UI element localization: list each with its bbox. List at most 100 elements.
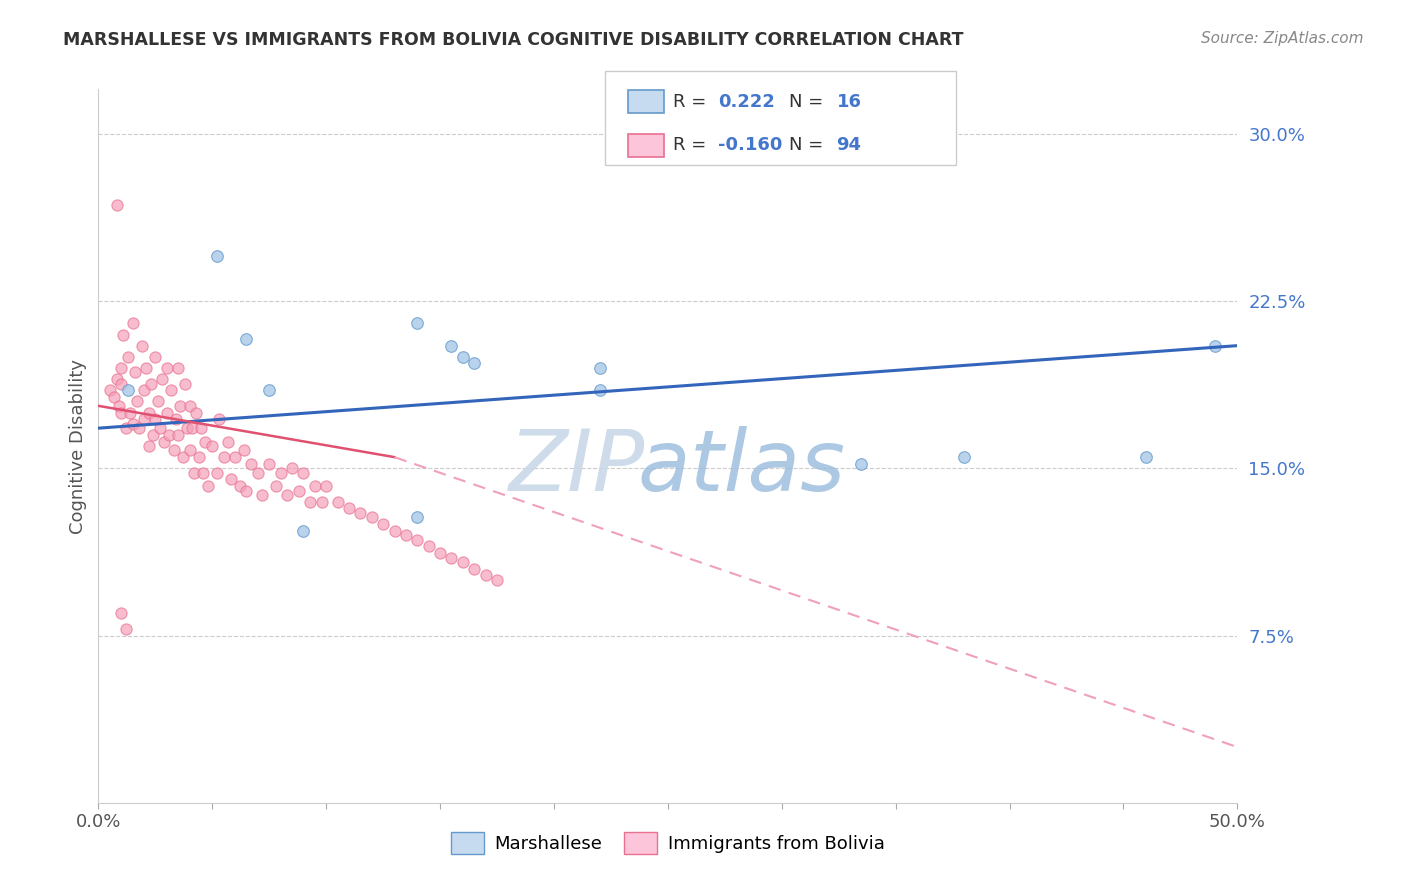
Point [179,443,201,458]
Point [112,327,135,342]
Point [224,450,246,464]
Point [150,372,173,386]
Point [288,483,311,498]
Text: Source: ZipAtlas.com: Source: ZipAtlas.com [1201,31,1364,46]
Point [121,316,143,330]
Text: atlas: atlas [638,425,846,509]
Point [406,510,429,524]
Point [474,568,496,582]
Point [145,412,167,426]
Point [138,439,160,453]
Point [110,376,132,391]
Text: 94: 94 [837,136,862,154]
Point [179,399,201,413]
Point [252,488,274,502]
Point [174,376,197,391]
Point [418,539,440,553]
Point [132,412,155,426]
Point [208,412,231,426]
Point [451,555,474,569]
Point [212,450,235,464]
Point [156,360,179,375]
Point [98,384,121,398]
Point [105,198,128,212]
Point [219,473,242,487]
Text: MARSHALLESE VS IMMIGRANTS FROM BOLIVIA COGNITIVE DISABILITY CORRELATION CHART: MARSHALLESE VS IMMIGRANTS FROM BOLIVIA C… [63,31,963,49]
Point [588,360,610,375]
Point [187,450,209,464]
Point [270,466,292,480]
Point [246,466,269,480]
Point [311,494,333,508]
Point [292,466,315,480]
Text: N =: N = [789,136,828,154]
Point [292,524,315,538]
Point [149,421,172,435]
Point [167,427,190,442]
Point [1135,450,1157,464]
Point [953,450,976,464]
Point [114,622,136,636]
Text: 0.222: 0.222 [718,93,775,111]
Point [110,607,132,621]
Text: N =: N = [789,93,828,111]
Point [190,421,212,435]
Point [429,546,451,560]
Point [463,562,485,576]
Point [201,439,224,453]
Point [186,405,208,419]
Point [259,457,281,471]
Point [108,399,131,413]
Point [172,450,194,464]
Point [360,510,382,524]
Point [138,405,160,419]
Point [486,573,509,587]
Point [121,417,143,431]
Point [281,461,304,475]
Point [162,443,184,458]
Point [146,394,169,409]
Text: 16: 16 [837,93,862,111]
Point [326,494,349,508]
Point [395,528,418,542]
Point [183,466,205,480]
Point [205,466,228,480]
Point [114,421,136,435]
Point [194,434,217,449]
Point [440,550,463,565]
Point [153,434,176,449]
Point [105,372,128,386]
Point [142,427,165,442]
Point [406,316,429,330]
Point [128,421,150,435]
Legend: Marshallese, Immigrants from Bolivia: Marshallese, Immigrants from Bolivia [444,825,891,862]
Point [197,479,219,493]
Point [167,360,190,375]
Text: R =: R = [673,93,713,111]
Point [117,350,139,364]
Point [440,338,463,352]
Point [156,405,179,419]
Point [145,350,167,364]
Point [240,457,263,471]
Point [176,421,198,435]
Point [124,366,146,380]
Point [110,360,132,375]
Point [588,384,610,398]
Point [135,360,157,375]
Point [132,384,155,398]
Point [235,332,257,346]
Point [157,427,180,442]
Point [160,384,183,398]
Point [299,494,322,508]
Point [406,533,429,547]
Point [463,356,485,370]
Point [228,479,250,493]
Point [131,338,153,352]
Point [451,350,474,364]
Point [110,405,132,419]
Point [276,488,298,502]
Point [349,506,371,520]
Point [851,457,873,471]
Point [304,479,326,493]
